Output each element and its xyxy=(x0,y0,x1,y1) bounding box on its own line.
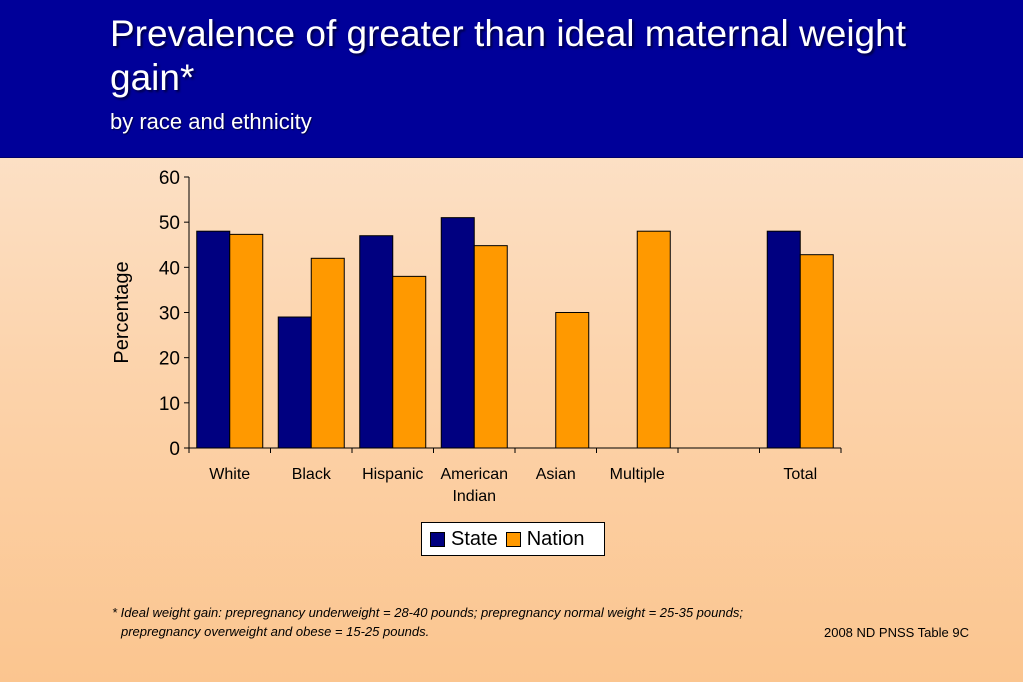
source-note: 2008 ND PNSS Table 9C xyxy=(823,625,969,640)
x-tick-label: Hispanic xyxy=(362,466,423,483)
x-tick-label: Black xyxy=(292,466,332,483)
bar-state-total xyxy=(766,230,801,449)
y-tick-label: 20 xyxy=(159,349,180,370)
slide-title: Prevalence of greater than ideal materna… xyxy=(110,13,906,98)
bar-state-black xyxy=(277,316,312,449)
x-tick-label: White xyxy=(209,466,250,483)
bar-nation-white xyxy=(229,233,264,449)
y-axis-title: Percentage xyxy=(111,261,133,363)
bar-nation-asian xyxy=(555,312,590,449)
x-tick-label: Total xyxy=(783,466,817,483)
x-tick-label: Indian xyxy=(452,488,496,505)
legend-label-nation: Nation xyxy=(526,527,585,550)
y-tick-label: 30 xyxy=(159,304,180,325)
footnote-line-2: prepregnancy overweight and obese = 15-2… xyxy=(121,624,430,639)
bars-group xyxy=(196,217,834,449)
legend-swatch-state xyxy=(430,531,445,547)
x-tick-label: American xyxy=(440,466,508,483)
title-banner: Prevalence of greater than ideal materna… xyxy=(0,0,1023,158)
bar-state-american-indian xyxy=(440,217,475,449)
y-tick-label: 50 xyxy=(159,213,180,234)
y-tick-label: 60 xyxy=(159,168,180,189)
y-tick-label: 40 xyxy=(159,258,180,279)
bar-nation-multiple xyxy=(636,230,671,449)
bar-nation-total xyxy=(799,254,834,449)
bar-state-white xyxy=(196,230,231,449)
bar-nation-american-indian xyxy=(473,245,508,449)
x-tick-label: Asian xyxy=(536,466,576,483)
footnote: * Ideal weight gain: prepregnancy underw… xyxy=(112,603,872,641)
bar-nation-hispanic xyxy=(392,275,427,449)
bar-state-hispanic xyxy=(359,235,394,449)
y-tick-label: 10 xyxy=(159,394,180,415)
legend-item-nation: Nation xyxy=(505,527,585,551)
legend-swatch-nation xyxy=(505,531,521,547)
y-tick-label: 0 xyxy=(169,439,180,460)
footnote-line-1: * Ideal weight gain: prepregnancy underw… xyxy=(112,605,743,620)
bar-chart: 0 10 20 30 40 50 60 White Black Hispanic American I… xyxy=(111,168,842,505)
legend-item-state: State xyxy=(430,528,498,551)
x-tick-label: Multiple xyxy=(610,466,665,483)
axes-group: 0 10 20 30 40 50 60 White Black Hispanic American I… xyxy=(111,168,842,505)
legend-label-state: State xyxy=(451,527,498,550)
chart-legend: State Nation xyxy=(421,522,605,556)
bar-nation-black xyxy=(310,257,345,449)
slide-subtitle: by race and ethnicity xyxy=(110,109,312,134)
